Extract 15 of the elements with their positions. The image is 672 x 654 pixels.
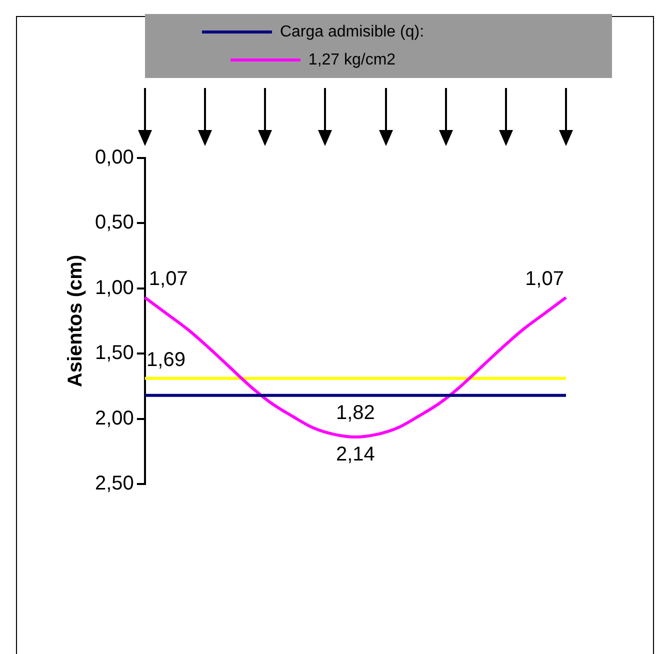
y-tick-label: 2,00 — [94, 407, 134, 430]
y-tick-label: 0,00 — [94, 146, 134, 169]
legend-label: Carga admisible (q): — [280, 23, 424, 40]
legend-label: 1,27 kg/cm2 — [308, 51, 396, 68]
y-tick-label: 1,00 — [94, 276, 134, 299]
y-tick-label: 0,50 — [94, 212, 134, 234]
data-label: 1,69 — [146, 348, 186, 371]
y-tick-label: 2,50 — [94, 472, 134, 495]
line-series — [143, 296, 568, 439]
y-tick-label: 1,50 — [94, 342, 134, 364]
data-label: 1,07 — [148, 268, 188, 290]
data-label: 2,14 — [336, 444, 375, 466]
data-label: 1,82 — [336, 402, 375, 424]
data-label: 1,07 — [525, 268, 564, 290]
y-axis-title: Asientos (cm) — [64, 254, 87, 388]
